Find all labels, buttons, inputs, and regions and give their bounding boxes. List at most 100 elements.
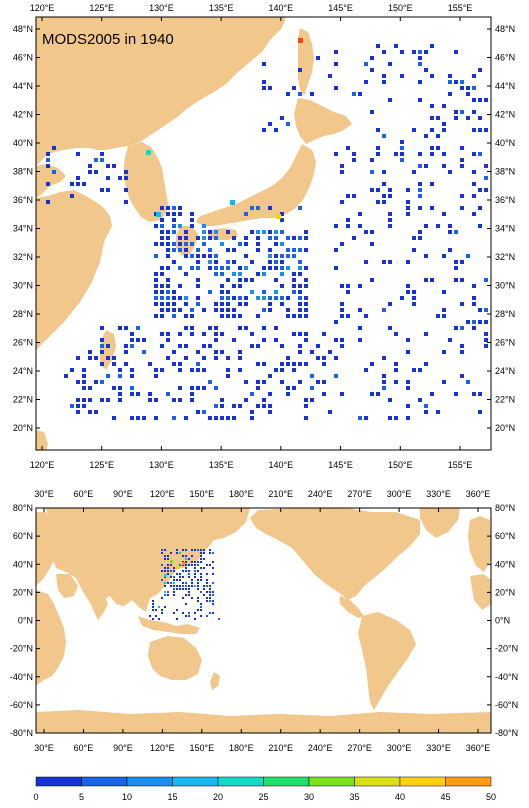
observation-cell [280, 362, 284, 366]
observation-cell [118, 326, 122, 330]
observation-cell [400, 146, 404, 150]
asia [46, 508, 250, 612]
observation-cell [197, 570, 199, 572]
observation-cell [484, 308, 488, 312]
observation-cell [280, 368, 284, 372]
observation-cell [82, 398, 86, 402]
observation-cell [206, 600, 208, 602]
observation-cell [286, 254, 290, 258]
observation-cell [268, 260, 272, 264]
regional-right-tick-label: 24°N [495, 366, 515, 376]
observation-cell [70, 182, 74, 186]
observation-cell [167, 591, 169, 593]
observation-cell [412, 50, 416, 54]
global-bottom-tick-label: 240°E [308, 743, 333, 753]
observation-cell [185, 588, 187, 590]
observation-cell [160, 266, 164, 270]
observation-cell [304, 296, 308, 300]
observation-cell [418, 62, 422, 66]
observation-cell [200, 591, 202, 593]
observation-cell [178, 362, 182, 366]
observation-cell [238, 278, 242, 282]
observation-cell [184, 314, 188, 318]
observation-cell [190, 368, 194, 372]
observation-cell [430, 392, 434, 396]
observation-cell [334, 356, 338, 360]
observation-cell [209, 591, 211, 593]
observation-cell [442, 350, 446, 354]
observation-cell [112, 362, 116, 366]
observation-cell [388, 398, 392, 402]
observation-cell [358, 284, 362, 288]
global-bottom-tick-label: 60°E [74, 743, 94, 753]
observation-cell [274, 128, 278, 132]
observation-cell [232, 416, 236, 420]
observation-cell [178, 284, 182, 288]
observation-cell [209, 564, 211, 566]
observation-cell [268, 254, 272, 258]
observation-cell [382, 380, 386, 384]
observation-cell [118, 176, 122, 180]
observation-cell [358, 212, 362, 216]
observation-cell [188, 570, 190, 572]
observation-cell [185, 549, 187, 551]
observation-cell [154, 368, 158, 372]
observation-cell [244, 326, 248, 330]
observation-cell [364, 62, 368, 66]
observation-cell [460, 350, 464, 354]
observation-cell [304, 278, 308, 282]
observation-cell [298, 344, 302, 348]
observation-cell [262, 338, 266, 342]
observation-cell [130, 344, 134, 348]
global-bottom-tick-label: 360°E [466, 743, 491, 753]
observation-cell [178, 242, 182, 246]
colorbar-label: 50 [486, 792, 496, 802]
observation-cell [178, 224, 182, 228]
observation-cell [340, 284, 344, 288]
observation-cell [268, 302, 272, 306]
observation-cell [484, 278, 488, 282]
observation-cell [124, 188, 128, 192]
observation-cell-high [164, 574, 167, 577]
observation-cell [382, 134, 386, 138]
regional-top-ticks: 120°E 125°E 130°E 135°E 140°E 145°E 150°E 155°E [30, 3, 472, 21]
observation-cell [206, 585, 208, 587]
observation-cell [160, 284, 164, 288]
observation-cell [298, 290, 302, 294]
observation-cell [190, 398, 194, 402]
colorbar-cell [308, 776, 355, 787]
observation-cell [286, 248, 290, 252]
observation-cell [166, 212, 170, 216]
observation-cell [412, 368, 416, 372]
observation-cell [190, 218, 194, 222]
observation-cell [226, 302, 230, 306]
global-left-tick-label: 20°N [13, 587, 33, 597]
observation-cell [179, 573, 181, 575]
observation-cell [232, 308, 236, 312]
observation-cell [106, 344, 110, 348]
observation-cell [173, 582, 175, 584]
observation-cell [88, 398, 92, 402]
observation-cell [188, 576, 190, 578]
observation-cell [406, 416, 410, 420]
observation-cell [298, 314, 302, 318]
observation-cell [256, 206, 260, 210]
observation-cell [94, 410, 98, 414]
indonesia [138, 616, 200, 634]
observation-cell [358, 92, 362, 96]
observation-cell [238, 266, 242, 270]
observation-cell [88, 386, 92, 390]
observation-cell [388, 260, 392, 264]
observation-cell [244, 236, 248, 240]
observation-cell [200, 555, 202, 557]
observation-cell [406, 380, 410, 384]
observation-cell [160, 314, 164, 318]
observation-cell [184, 230, 188, 234]
observation-cell [178, 212, 182, 216]
observation-cell [262, 62, 266, 66]
observation-cell [220, 332, 224, 336]
observation-cell [430, 206, 434, 210]
observation-cell [154, 374, 158, 378]
observation-cell [100, 398, 104, 402]
observation-cell [394, 332, 398, 336]
